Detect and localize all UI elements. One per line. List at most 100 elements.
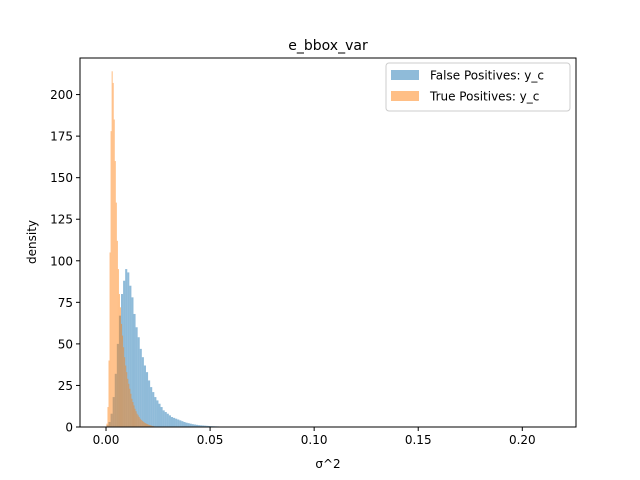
x-tick-label: 0.15 xyxy=(405,433,432,447)
histogram-bar xyxy=(123,347,125,427)
histogram-bar xyxy=(106,423,108,427)
histogram-bar xyxy=(141,420,143,427)
histogram-bar xyxy=(151,425,153,427)
histogram-bar xyxy=(116,240,118,427)
histogram-bar xyxy=(156,400,159,427)
histogram-bar xyxy=(204,425,207,427)
histogram-bar xyxy=(181,421,184,427)
histogram-bar xyxy=(158,403,161,427)
histogram-bar xyxy=(150,387,153,427)
y-tick-label: 175 xyxy=(50,130,73,144)
histogram-bar xyxy=(132,402,134,427)
histogram-bar xyxy=(170,417,174,427)
histogram-bar xyxy=(175,418,178,427)
histogram-bar xyxy=(122,335,124,427)
histogram-bar xyxy=(139,418,141,427)
histogram-bar xyxy=(198,425,201,427)
histogram-bar xyxy=(109,252,111,427)
legend-swatch-true-positives xyxy=(391,91,419,101)
histogram-bar xyxy=(117,269,119,427)
histogram-bar xyxy=(142,421,144,427)
histogram-bar xyxy=(143,365,146,427)
histogram-bar xyxy=(133,313,136,427)
y-axis-ticks: 0 25 50 75 100 125 150 175 200 xyxy=(50,88,80,435)
histogram-bar xyxy=(179,420,182,427)
series-true-positives xyxy=(106,71,155,428)
histogram-bar xyxy=(166,413,169,427)
histogram-bar xyxy=(150,425,152,427)
histogram-bar xyxy=(183,422,186,427)
histogram-bar xyxy=(154,397,157,427)
histogram-bar xyxy=(202,425,205,427)
histogram-bar xyxy=(139,348,142,427)
legend-box xyxy=(385,62,571,112)
x-tick-label: 0.20 xyxy=(509,433,536,447)
histogram-bar xyxy=(137,337,140,427)
y-tick-label: 150 xyxy=(50,171,73,185)
histogram-bar xyxy=(143,422,145,427)
histogram-bar xyxy=(134,408,136,427)
histogram-bar xyxy=(137,415,139,427)
y-tick-label: 100 xyxy=(50,254,73,268)
histogram-bar xyxy=(185,422,188,427)
histogram-bar xyxy=(129,285,132,427)
histogram-bar xyxy=(131,297,134,427)
histogram-bar xyxy=(162,410,165,427)
histogram-bar xyxy=(130,393,132,427)
histogram-bar xyxy=(111,71,113,428)
legend-label-false-positives: False Positives: y_c xyxy=(430,69,544,83)
histogram-bar xyxy=(149,425,151,427)
histogram-bar xyxy=(125,269,128,427)
y-tick-label: 50 xyxy=(58,337,73,351)
histogram-bar xyxy=(115,202,117,427)
histogram-bar xyxy=(187,423,190,427)
histogram-bar xyxy=(131,398,133,427)
histogram-bar xyxy=(145,372,149,427)
histogram-bar xyxy=(107,407,109,427)
histogram-bar xyxy=(160,407,163,427)
histogram-bar xyxy=(147,424,149,427)
histogram-bar xyxy=(110,131,112,427)
histogram-bar xyxy=(128,383,130,427)
histogram-bar xyxy=(138,417,140,427)
histogram-bar xyxy=(121,323,123,427)
histogram-bar xyxy=(114,161,116,428)
x-tick-label: 0.05 xyxy=(197,433,224,447)
histogram-bar xyxy=(118,294,120,427)
histogram-bar xyxy=(135,327,138,427)
x-tick-label: 0.10 xyxy=(301,433,328,447)
histogram-bar xyxy=(127,378,129,427)
histogram-bar xyxy=(193,424,196,427)
histogram-bar xyxy=(148,380,151,427)
y-tick-label: 200 xyxy=(50,88,73,102)
histogram-bar xyxy=(168,415,171,427)
x-axis-label: σ^2 xyxy=(315,457,340,471)
histogram-bar xyxy=(135,411,137,427)
y-tick-label: 25 xyxy=(58,379,73,393)
histogram-bar xyxy=(145,423,148,427)
histogram-bar xyxy=(136,413,138,427)
histogram-bar xyxy=(108,360,110,427)
x-tick-label: 0.00 xyxy=(93,433,120,447)
histogram-bar xyxy=(112,82,114,428)
histogram-bar xyxy=(119,307,121,427)
y-axis-label: density xyxy=(25,220,39,264)
plot-frame xyxy=(79,57,577,428)
histogram-bar xyxy=(189,423,192,427)
histogram-bar xyxy=(133,405,135,427)
legend-swatch-false-positives xyxy=(391,70,419,80)
y-tick-label: 125 xyxy=(50,213,73,227)
histogram-bar xyxy=(152,392,155,427)
histogram-bar xyxy=(191,424,194,427)
histogram-bar xyxy=(127,272,130,427)
x-axis-ticks: 0.00 0.05 0.10 0.15 0.20 xyxy=(93,427,536,447)
histogram-bar xyxy=(141,357,144,427)
histogram-bar xyxy=(164,412,167,427)
histogram-bar xyxy=(129,388,131,427)
histogram-bar xyxy=(148,424,150,427)
histogram-bar xyxy=(200,425,203,427)
histogram-bar xyxy=(124,357,126,427)
y-tick-label: 75 xyxy=(58,296,73,310)
histogram-bar xyxy=(195,424,199,427)
